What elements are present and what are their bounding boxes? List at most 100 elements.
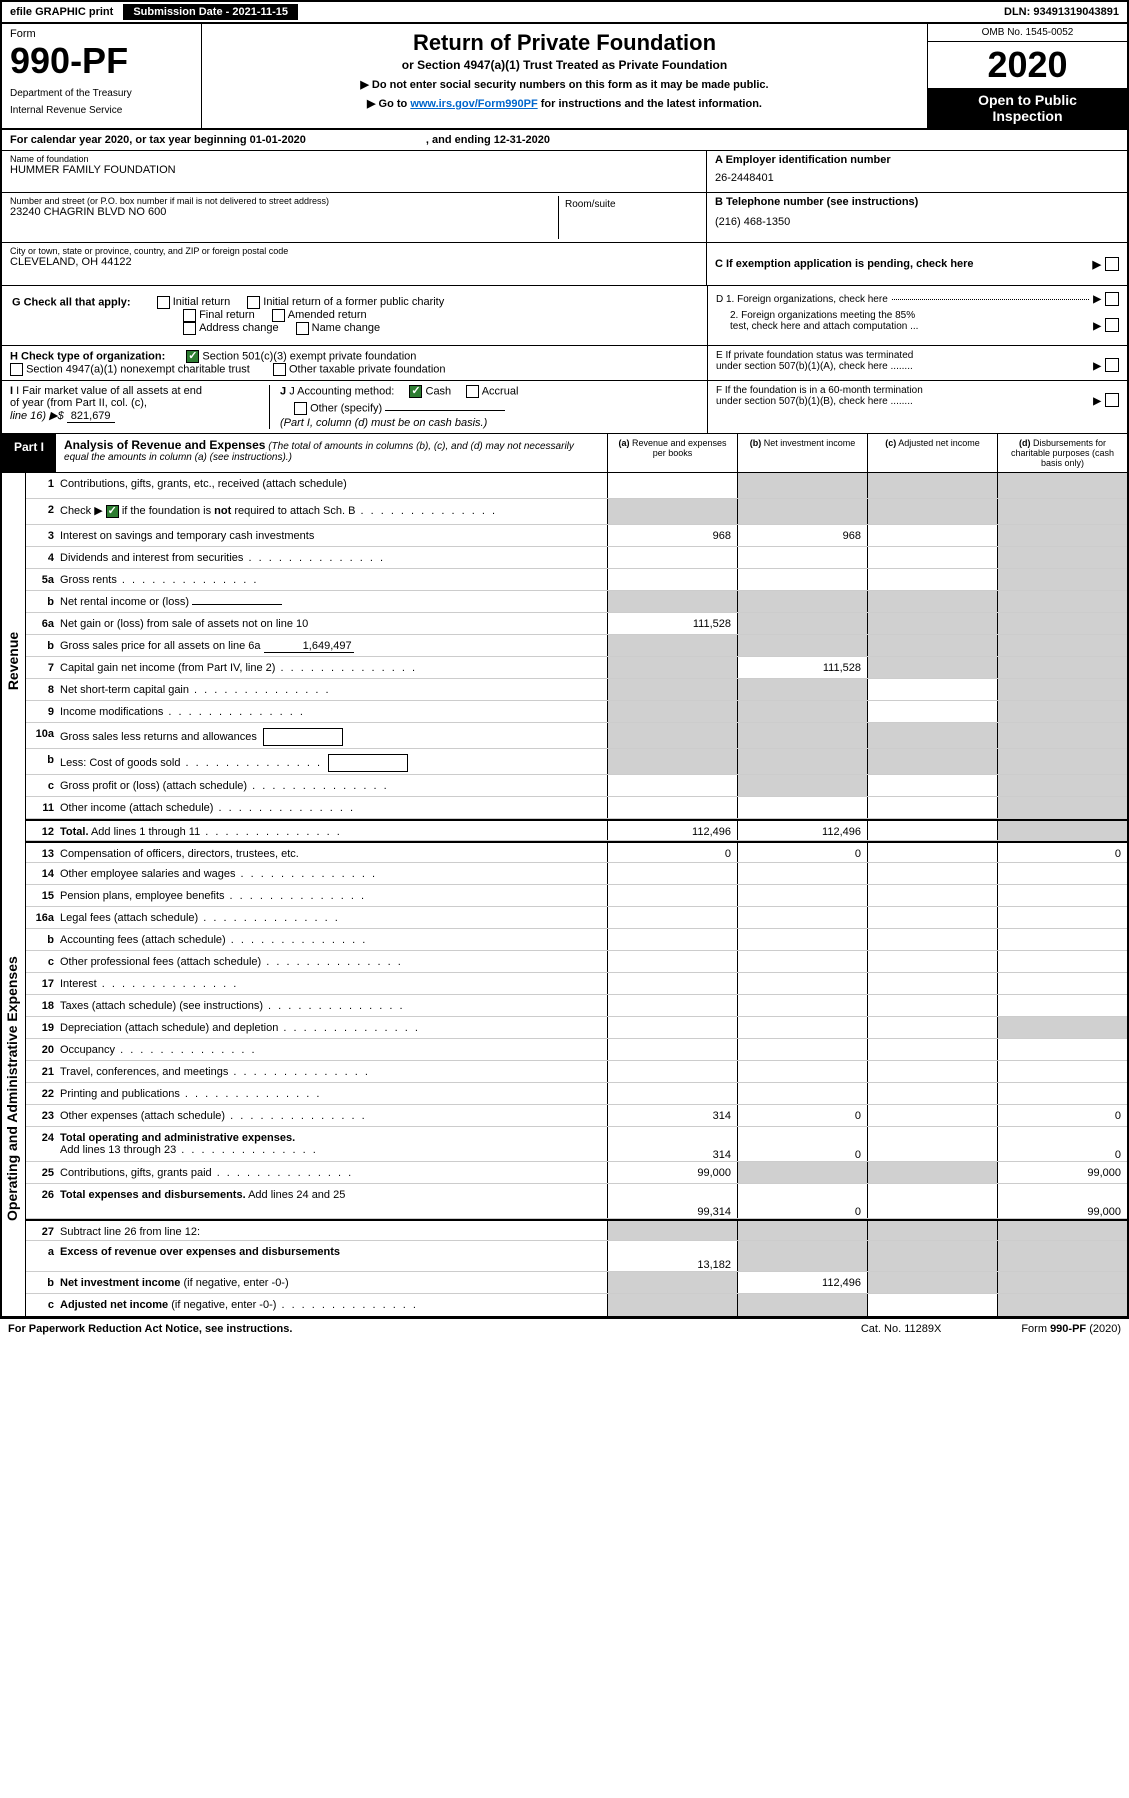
cell bbox=[607, 1039, 737, 1060]
cell bbox=[607, 547, 737, 568]
name-change-checkbox[interactable] bbox=[296, 322, 309, 335]
cell bbox=[867, 473, 997, 498]
header-left: Form 990-PF Department of the Treasury I… bbox=[2, 24, 202, 128]
header-center: Return of Private Foundation or Section … bbox=[202, 24, 927, 128]
other-method-checkbox[interactable] bbox=[294, 402, 307, 415]
cell bbox=[867, 1017, 997, 1038]
i-right: F If the foundation is in a 60-month ter… bbox=[707, 381, 1127, 433]
cell bbox=[607, 1061, 737, 1082]
table-row: 9 Income modifications bbox=[26, 701, 1127, 723]
table-rows: 1 Contributions, gifts, grants, etc., re… bbox=[26, 473, 1127, 1316]
subbox bbox=[328, 754, 408, 772]
cell bbox=[997, 499, 1127, 524]
table-row: 4 Dividends and interest from securities bbox=[26, 547, 1127, 569]
row-desc: Compensation of officers, directors, tru… bbox=[60, 843, 607, 862]
initial-return-checkbox[interactable] bbox=[157, 296, 170, 309]
address-change-checkbox[interactable] bbox=[183, 322, 196, 335]
row-desc: Income modifications bbox=[60, 701, 607, 722]
d2-checkbox[interactable] bbox=[1105, 318, 1119, 332]
row-desc: Other employee salaries and wages bbox=[60, 863, 607, 884]
cell bbox=[867, 635, 997, 656]
501c3-checkbox[interactable] bbox=[186, 350, 199, 363]
cell bbox=[997, 775, 1127, 796]
row-desc: Gross sales less returns and allowances bbox=[60, 723, 607, 748]
cell: 0 bbox=[737, 843, 867, 862]
amended-return-checkbox[interactable] bbox=[272, 309, 285, 322]
cell bbox=[867, 843, 997, 862]
info-right: A Employer identification number 26-2448… bbox=[707, 151, 1127, 285]
cell bbox=[867, 929, 997, 950]
city: CLEVELAND, OH 44122 bbox=[10, 256, 698, 268]
cell bbox=[737, 1061, 867, 1082]
cell: 314 bbox=[607, 1127, 737, 1161]
print-text[interactable]: print bbox=[89, 6, 113, 18]
table-row: 17 Interest bbox=[26, 973, 1127, 995]
cell bbox=[737, 797, 867, 818]
j-note: (Part I, column (d) must be on cash basi… bbox=[280, 417, 699, 429]
form-number: 990-PF bbox=[10, 40, 193, 82]
row-desc: Total. Add lines 1 through 11 bbox=[60, 821, 607, 840]
cell bbox=[737, 547, 867, 568]
exemption-checkbox[interactable] bbox=[1105, 257, 1119, 271]
row-desc: Other expenses (attach schedule) bbox=[60, 1105, 607, 1126]
irs-link[interactable]: www.irs.gov/Form990PF bbox=[410, 98, 537, 110]
row-num: b bbox=[26, 591, 60, 612]
cell: 111,528 bbox=[737, 657, 867, 678]
row-num: 18 bbox=[26, 995, 60, 1016]
cell bbox=[737, 907, 867, 928]
form-ref: Form 990-PF (2020) bbox=[1021, 1323, 1121, 1335]
cell bbox=[867, 1162, 997, 1183]
row-num: 14 bbox=[26, 863, 60, 884]
sch-b-checkbox[interactable] bbox=[106, 505, 119, 518]
g-check-row: G Check all that apply: Initial return I… bbox=[0, 286, 1129, 346]
cell: 0 bbox=[737, 1105, 867, 1126]
g-label: G Check all that apply: bbox=[12, 296, 131, 308]
accrual-label: Accrual bbox=[482, 385, 519, 397]
row-desc: Taxes (attach schedule) (see instruction… bbox=[60, 995, 607, 1016]
other-taxable-checkbox[interactable] bbox=[273, 363, 286, 376]
g-left: G Check all that apply: Initial return I… bbox=[2, 286, 707, 345]
final-return-checkbox[interactable] bbox=[183, 309, 196, 322]
form-title: Return of Private Foundation bbox=[208, 30, 921, 56]
table-row: 3 Interest on savings and temporary cash… bbox=[26, 525, 1127, 547]
row-num: 27 bbox=[26, 1221, 60, 1240]
table-row: 15 Pension plans, employee benefits bbox=[26, 885, 1127, 907]
cell: 0 bbox=[737, 1127, 867, 1161]
d1-checkbox[interactable] bbox=[1105, 292, 1119, 306]
cal-end: , and ending 12-31-2020 bbox=[426, 134, 550, 146]
cell bbox=[607, 569, 737, 590]
row-num: 16a bbox=[26, 907, 60, 928]
cell bbox=[867, 1294, 997, 1316]
initial-former-label: Initial return of a former public charit… bbox=[263, 296, 444, 308]
e-checkbox[interactable] bbox=[1105, 358, 1119, 372]
cell bbox=[997, 723, 1127, 748]
cell bbox=[737, 951, 867, 972]
cell bbox=[997, 613, 1127, 634]
cell bbox=[607, 473, 737, 498]
row-num: 25 bbox=[26, 1162, 60, 1183]
4947-checkbox[interactable] bbox=[10, 363, 23, 376]
cell bbox=[607, 775, 737, 796]
note-ssn: ▶ Do not enter social security numbers o… bbox=[208, 78, 921, 91]
form-header: Form 990-PF Department of the Treasury I… bbox=[0, 24, 1129, 130]
cell bbox=[737, 749, 867, 774]
cell bbox=[607, 657, 737, 678]
row-desc: Interest bbox=[60, 973, 607, 994]
row-num: 20 bbox=[26, 1039, 60, 1060]
amended-return-label: Amended return bbox=[288, 309, 367, 321]
initial-former-checkbox[interactable] bbox=[247, 296, 260, 309]
addr-label: Number and street (or P.O. box number if… bbox=[10, 196, 558, 206]
cell bbox=[737, 1241, 867, 1271]
part1-table: Revenue Operating and Administrative Exp… bbox=[0, 473, 1129, 1318]
cell bbox=[867, 1105, 997, 1126]
row-desc: Excess of revenue over expenses and disb… bbox=[60, 1241, 607, 1271]
cell bbox=[737, 973, 867, 994]
f-checkbox[interactable] bbox=[1105, 393, 1119, 407]
accrual-checkbox[interactable] bbox=[466, 385, 479, 398]
address: 23240 CHAGRIN BLVD NO 600 bbox=[10, 206, 558, 218]
expenses-side-label: Operating and Administrative Expenses bbox=[4, 981, 20, 1221]
row-desc: Net short-term capital gain bbox=[60, 679, 607, 700]
row-num: 5a bbox=[26, 569, 60, 590]
cash-checkbox[interactable] bbox=[409, 385, 422, 398]
cell bbox=[607, 1294, 737, 1316]
